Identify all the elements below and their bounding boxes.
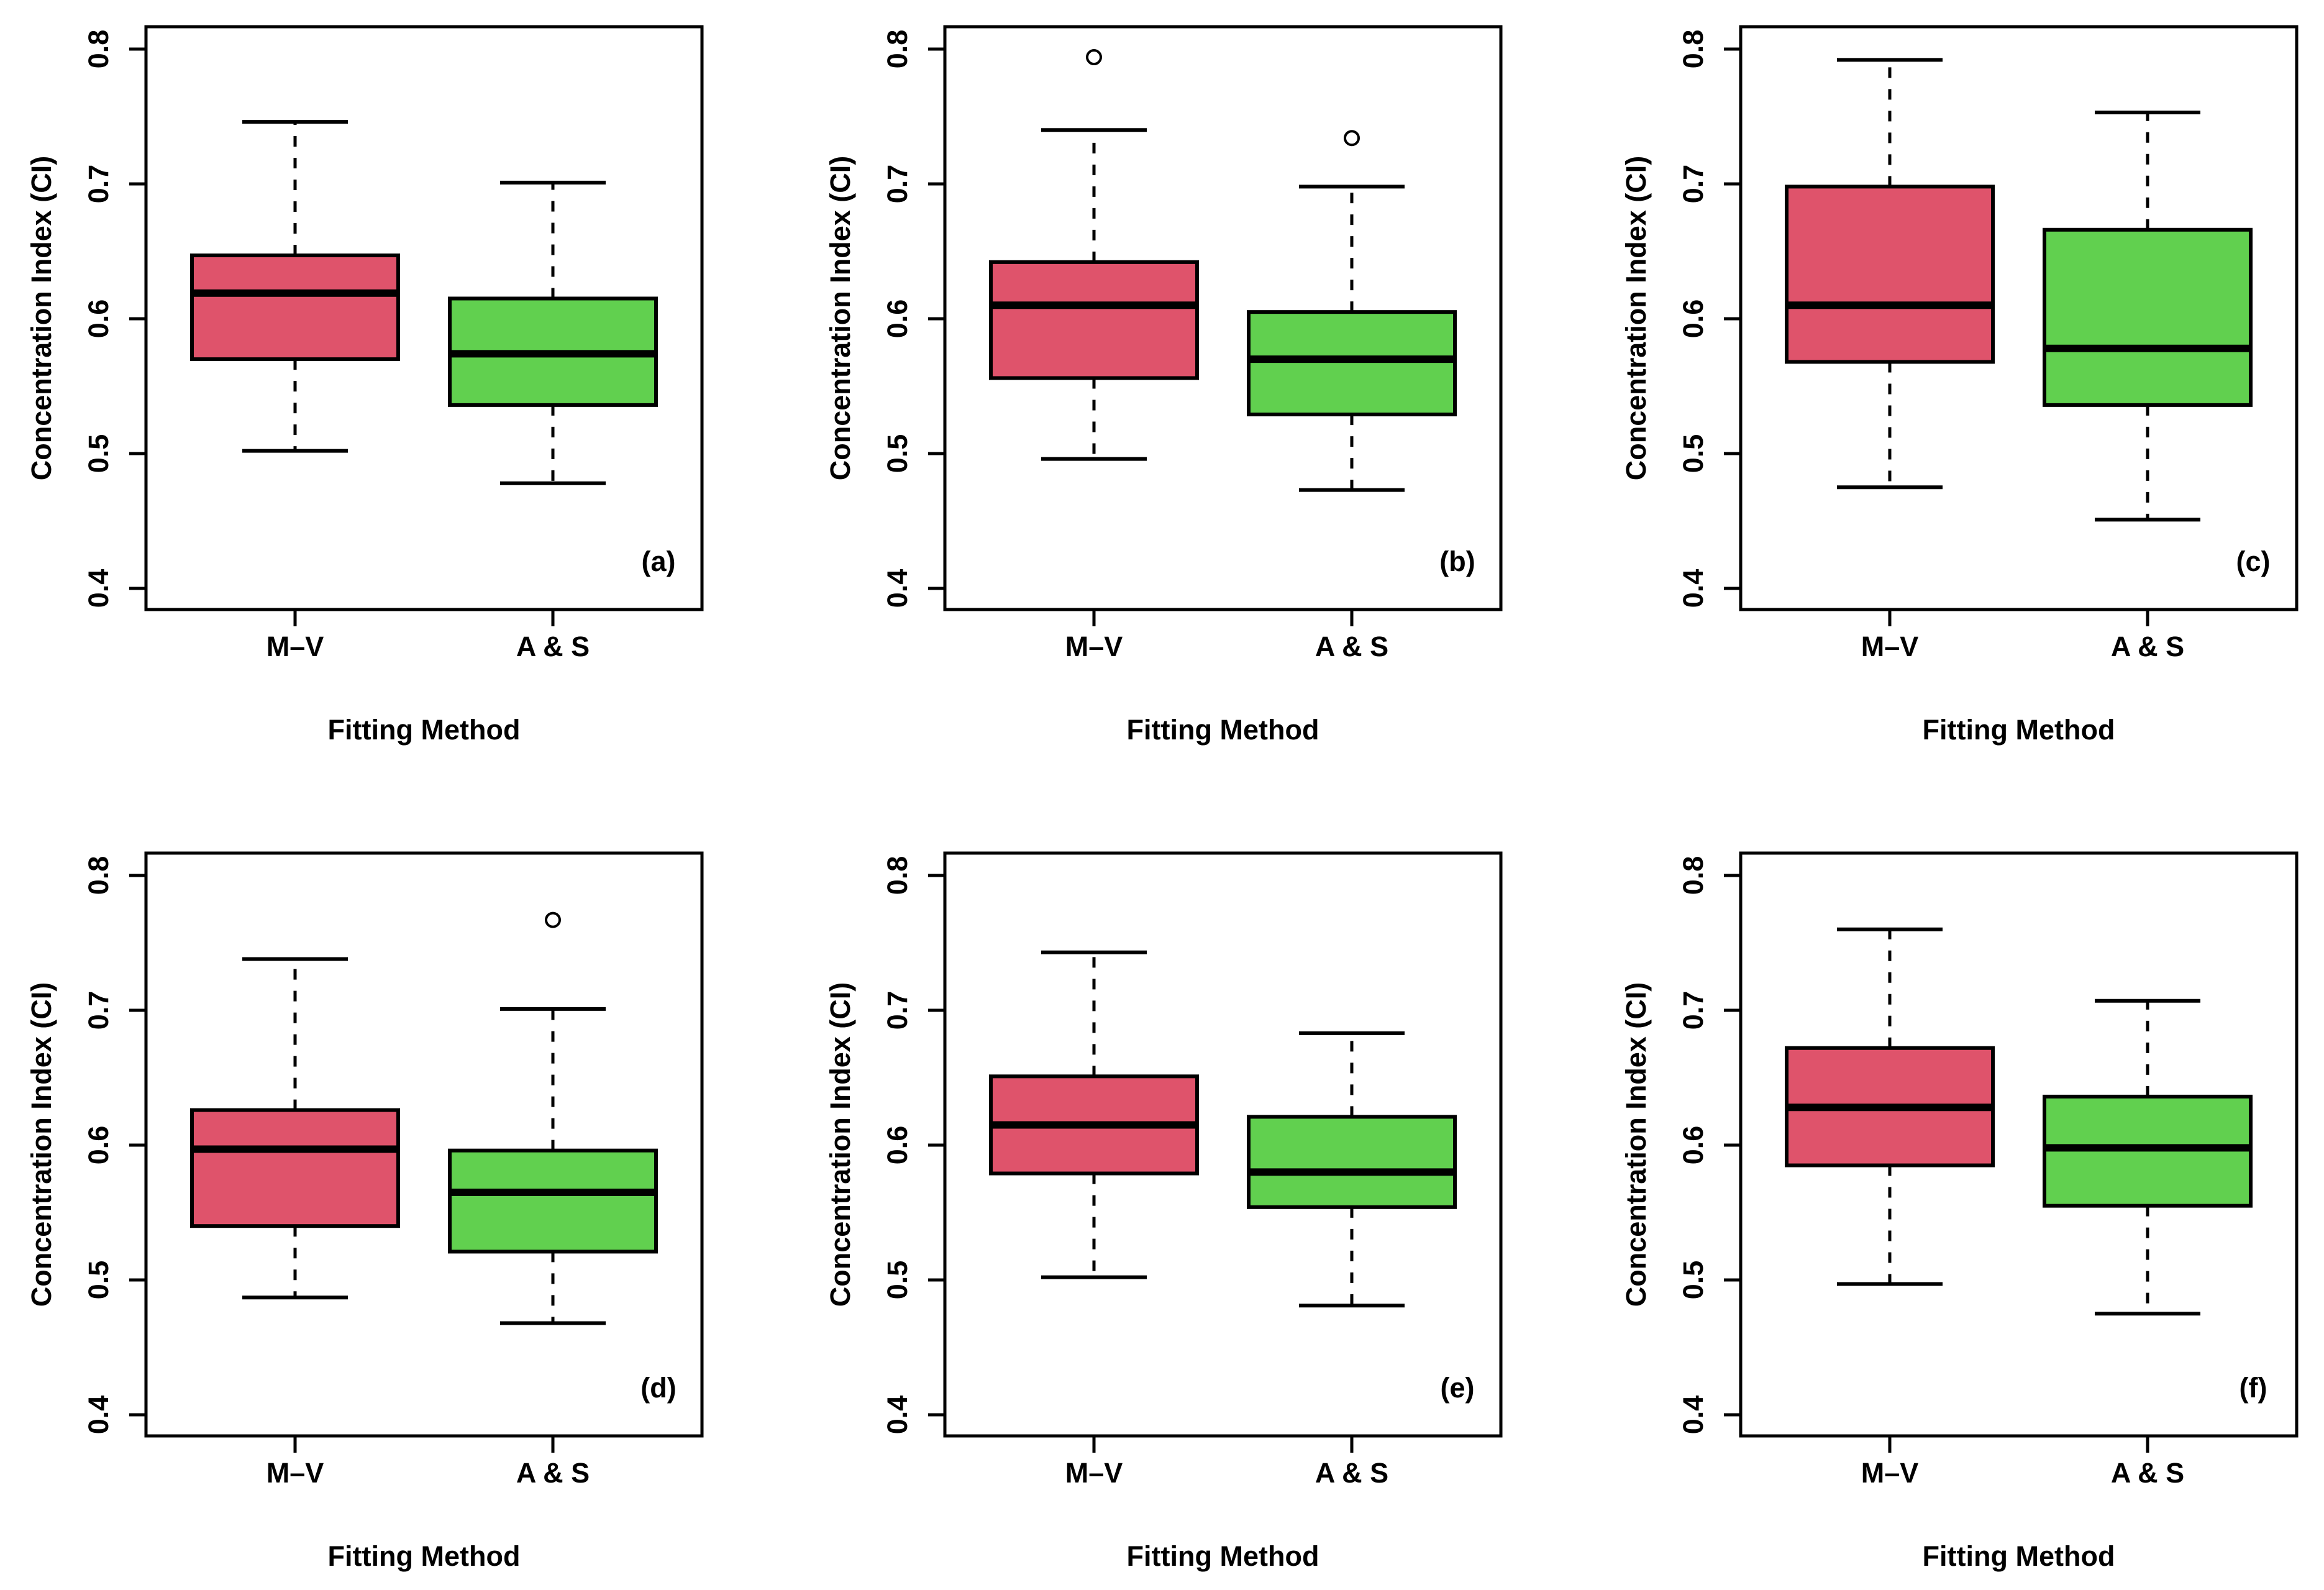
iqr-box-mv [1785,185,1995,364]
x-tick-label: M–V [267,631,324,662]
x-tick-label: A & S [516,631,590,662]
outlier-point-mv [1086,49,1102,66]
panel-c: 0.4 0.5 0.6 0.7 0.8 Concentration Index (CI) M… [1620,25,2299,746]
panel-e: 0.4 0.5 0.6 0.7 0.8 Concentration Index (CI) M… [824,851,1503,1572]
x-tick-label: M–V [1861,1457,1919,1489]
x-tick-label: A & S [2111,1457,2184,1489]
y-tick-label: 0.8 [83,30,114,69]
y-tick-label: 0.6 [83,299,114,339]
outlier-point-as [1344,130,1360,147]
x-axis-label: Fitting Method [1127,1540,1319,1572]
x-axis-label: Fitting Method [328,714,521,746]
panel-letter: (e) [1441,1372,1475,1404]
y-axis-label: Concentration Index (CI) [25,156,57,481]
y-tick-label: 0.7 [83,991,114,1030]
x-tick-label: A & S [1315,1457,1388,1489]
panel-a: 0.4 0.5 0.6 0.7 0.8 Concentration Index (CI) M… [25,25,704,746]
y-tick-label: 0.6 [1677,1126,1709,1165]
x-axis-label: Fitting Method [1923,714,2115,746]
x-tick-label: A & S [2111,631,2184,662]
x-tick-label: M–V [1065,631,1123,662]
iqr-box-as [1247,310,1457,417]
y-tick-label: 0.8 [882,30,913,69]
y-tick-label: 0.5 [83,1261,114,1300]
y-axis-label: Concentration Index (CI) [1620,156,1652,481]
y-tick-label: 0.4 [1677,1396,1709,1435]
y-tick-label: 0.6 [882,299,913,339]
y-tick-label: 0.8 [882,856,913,895]
y-tick-label: 0.4 [83,569,114,608]
y-axis-label: Concentration Index (CI) [25,982,57,1307]
x-axis-label: Fitting Method [1923,1540,2115,1572]
iqr-box-as [1247,1115,1457,1209]
x-tick-label: A & S [516,1457,590,1489]
x-tick-label: A & S [1315,631,1388,662]
y-tick-label: 0.4 [882,1396,913,1435]
panel-letter: (b) [1439,546,1475,577]
x-tick-label: M–V [1065,1457,1123,1489]
y-tick-label: 0.8 [1677,856,1709,895]
y-tick-label: 0.7 [83,165,114,204]
y-tick-label: 0.8 [83,856,114,895]
panel-letter: (d) [640,1372,676,1404]
y-tick-label: 0.7 [1677,165,1709,204]
x-tick-label: M–V [1861,631,1919,662]
y-tick-label: 0.6 [1677,299,1709,339]
y-axis-label: Concentration Index (CI) [824,982,856,1307]
panel-d: 0.4 0.5 0.6 0.7 0.8 Concentration Index (CI) M… [25,851,704,1572]
y-axis-label: Concentration Index (CI) [1620,982,1652,1307]
y-tick-label: 0.8 [1677,30,1709,69]
y-tick-label: 0.6 [83,1126,114,1165]
y-tick-label: 0.7 [882,991,913,1030]
y-tick-label: 0.7 [1677,991,1709,1030]
x-tick-label: M–V [267,1457,324,1489]
y-tick-label: 0.5 [882,434,913,473]
x-axis-label: Fitting Method [1127,714,1319,746]
y-tick-label: 0.7 [882,165,913,204]
x-axis-label: Fitting Method [328,1540,521,1572]
y-axis-label: Concentration Index (CI) [824,156,856,481]
iqr-box-mv [190,1108,400,1228]
panel-b: 0.4 0.5 0.6 0.7 0.8 Concentration Index (CI) M… [824,25,1503,746]
panel-f: 0.4 0.5 0.6 0.7 0.8 Concentration Index (CI) M… [1620,851,2299,1572]
iqr-box-as [2043,227,2253,407]
iqr-box-mv [989,260,1199,380]
panel-letter: (c) [2236,546,2271,577]
panel-letter: (a) [642,546,676,577]
y-tick-label: 0.4 [1677,569,1709,608]
y-tick-label: 0.4 [882,569,913,608]
y-tick-label: 0.5 [882,1261,913,1300]
y-tick-label: 0.4 [83,1396,114,1435]
iqr-box-mv [190,254,400,362]
outlier-point-as [545,912,561,928]
y-tick-label: 0.5 [1677,1261,1709,1300]
panel-letter: (f) [2240,1372,2267,1404]
y-tick-label: 0.6 [882,1126,913,1165]
y-tick-label: 0.5 [83,434,114,473]
iqr-box-as [448,1148,658,1254]
y-tick-label: 0.5 [1677,434,1709,473]
